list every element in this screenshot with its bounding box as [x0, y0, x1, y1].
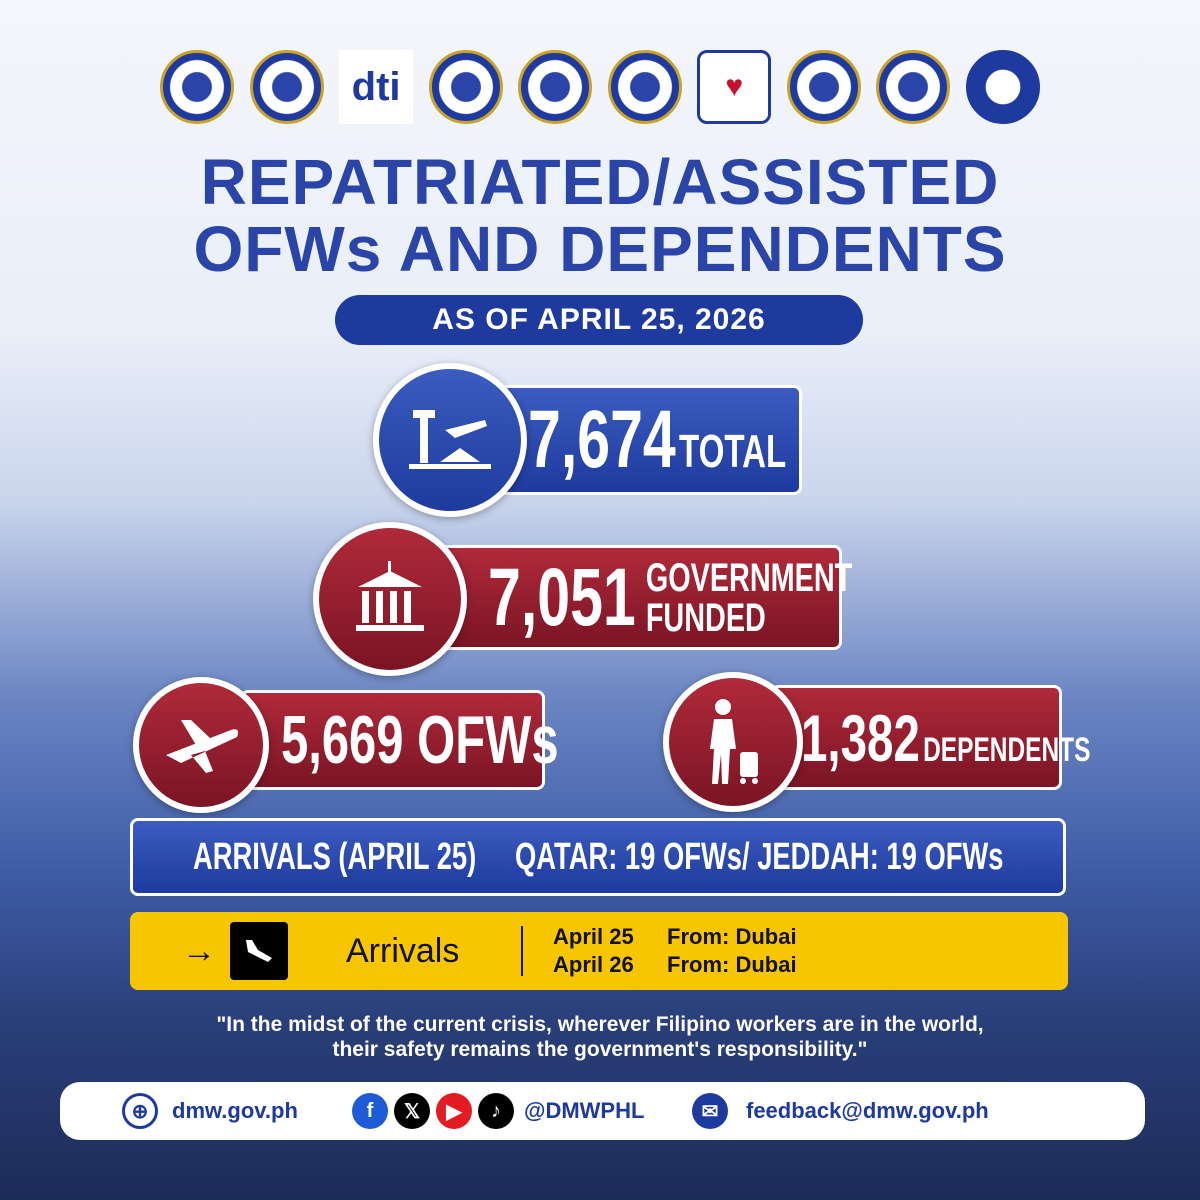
email-icon: ✉	[692, 1093, 728, 1129]
ofws-label: OFWs	[417, 702, 559, 778]
airport-icon	[373, 363, 527, 517]
ofws-bar: 5,669 OFWs	[240, 690, 559, 790]
dfa-seal-logo	[607, 50, 682, 124]
traveler-icon	[663, 672, 803, 812]
arrivals-board-label: Arrivals	[346, 931, 460, 970]
arrivals-label: ARRIVALS (APRIL 25)	[193, 835, 477, 878]
tesda-logo	[965, 50, 1040, 124]
government-funded-bar: 7,051 GOVERNMENT FUNDED	[430, 545, 852, 650]
website-link[interactable]: dmw.gov.ph	[172, 1098, 298, 1123]
title-line-1: REPATRIATED/ASSISTED	[200, 146, 1000, 218]
youtube-icon[interactable]: ▶	[436, 1093, 472, 1129]
doh-seal-logo	[160, 50, 234, 124]
owwa-seal-logo	[876, 50, 951, 124]
arrivals-detail: QATAR: 19 OFWs/ JEDDAH: 19 OFWs	[515, 835, 1004, 878]
arrival-row: April 26 From: Dubai	[553, 952, 797, 977]
divider	[521, 926, 523, 976]
government-building-icon	[313, 522, 467, 676]
tiktok-icon[interactable]: ♪	[478, 1093, 514, 1129]
ofws-value: 5,669	[281, 702, 404, 778]
arrow-right-icon: →	[182, 931, 216, 970]
airplane-icon	[133, 677, 269, 813]
dswd-logo: ♥	[697, 50, 772, 124]
dependents-bar: 1,382 DEPENDENTS	[770, 685, 1090, 790]
plane-arrival-icon	[230, 922, 288, 980]
facebook-icon[interactable]: f	[352, 1093, 388, 1129]
government-value: 7,051	[488, 551, 636, 643]
globe-icon: ⊕	[122, 1093, 158, 1129]
government-label-2: FUNDED	[645, 595, 766, 640]
email-link[interactable]: feedback@dmw.gov.ph	[746, 1098, 989, 1123]
arrivals-board: → Arrivals April 25 From: Dubai April 26 F…	[130, 912, 1068, 990]
arrivals-summary-bar: ARRIVALS (APRIL 25) QATAR: 19 OFWs/ JEDD…	[130, 818, 1066, 896]
total-value: 7,674	[528, 394, 676, 485]
dmw-seal-logo	[428, 50, 503, 124]
quote: "In the midst of the current crisis, whe…	[216, 1013, 984, 1061]
partner-logos: dti ♥	[160, 50, 1040, 124]
arrival-row: April 25 From: Dubai	[553, 924, 797, 949]
title-line-2: OFWs AND DEPENDENTS	[193, 213, 1007, 285]
dict-seal-logo	[249, 50, 324, 124]
social-handle[interactable]: @DMWPHL	[524, 1098, 645, 1123]
office-of-president-seal-logo	[518, 50, 593, 124]
dependents-label: DEPENDENTS	[923, 730, 1091, 769]
as-of-date-badge: AS OF APRIL 25, 2026	[335, 295, 863, 345]
total-bar: 7,674 TOTAL	[480, 385, 802, 495]
nmp-seal-logo	[786, 50, 861, 124]
x-icon[interactable]: 𝕏	[394, 1093, 430, 1129]
dti-logo: dti	[339, 50, 414, 124]
footer-contact-bar: ⊕ dmw.gov.ph f 𝕏 ▶ ♪ @DMWPHL ✉ feedback@…	[60, 1082, 1145, 1140]
total-label: TOTAL	[678, 425, 787, 477]
dependents-value: 1,382	[801, 700, 920, 775]
government-label-1: GOVERNMENT	[645, 555, 853, 600]
